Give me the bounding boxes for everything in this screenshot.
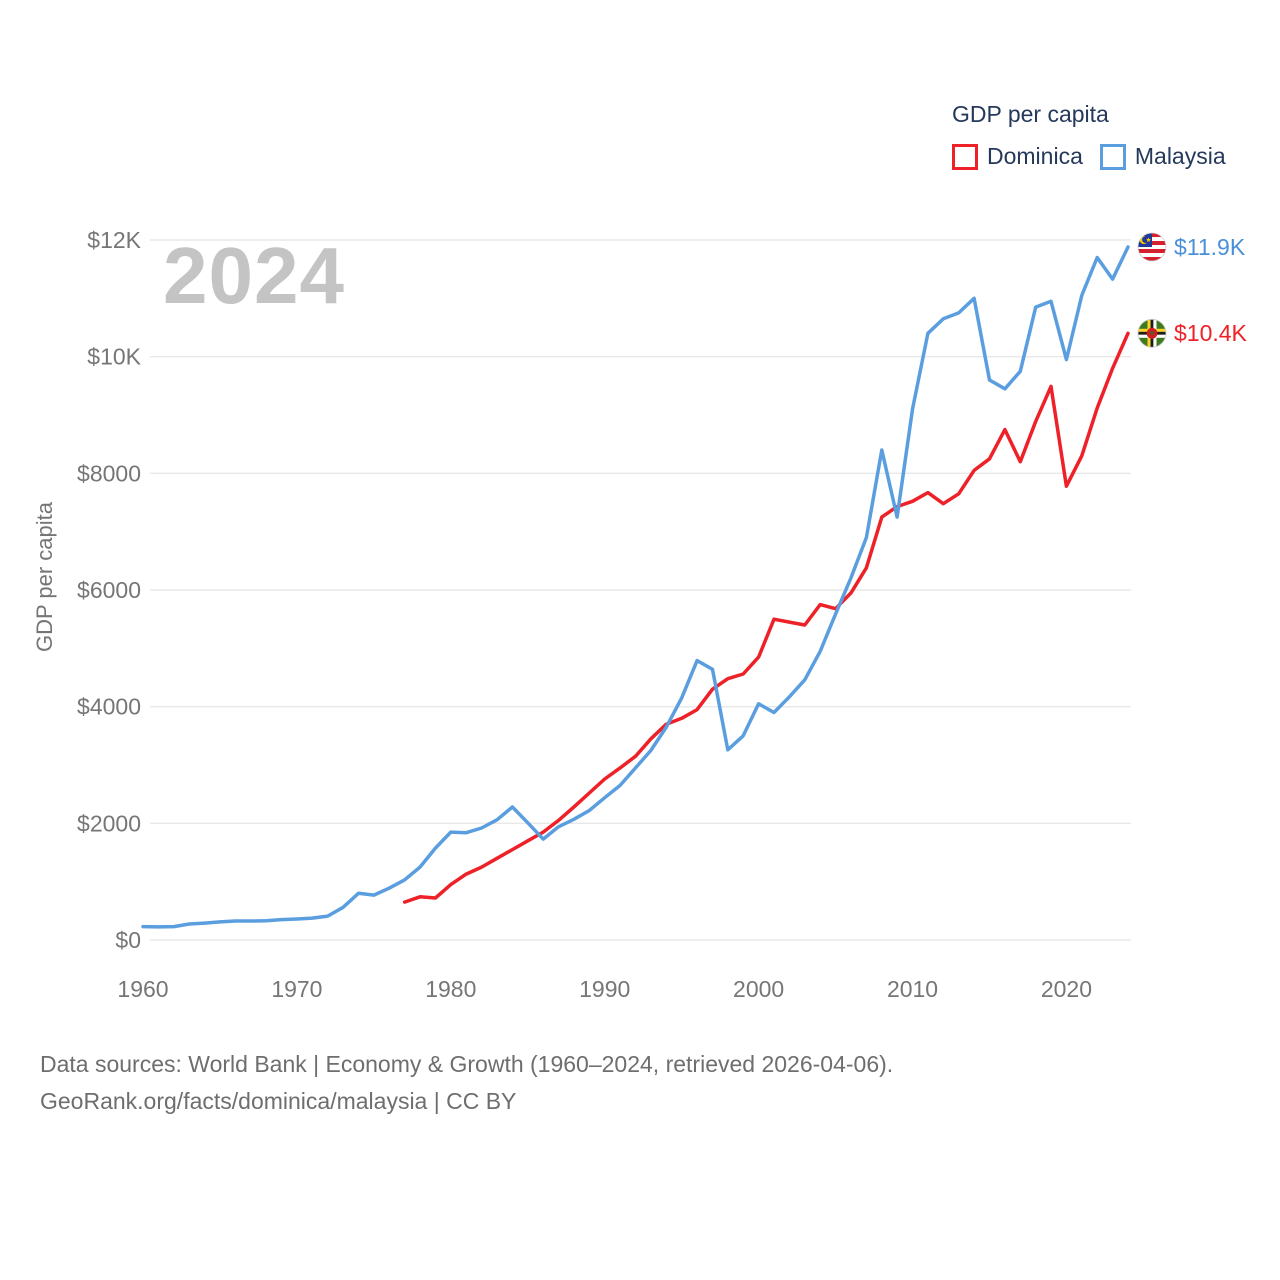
malaysia-swatch-icon (1099, 143, 1126, 170)
malaysia-end-value-label: $11.9K (1174, 234, 1246, 260)
y-axis-tick-label: $6000 (77, 577, 141, 603)
y-axis-tick-label: $10K (87, 344, 141, 370)
legend-item-dominica[interactable]: Dominica (952, 143, 1083, 170)
legend-item-malaysia[interactable]: Malaysia (1099, 143, 1226, 170)
x-axis-tick-label: 2000 (733, 976, 784, 1002)
dominica-swatch-icon (952, 143, 978, 170)
y-axis-tick-label: $0 (115, 927, 141, 953)
malaysia-flag-icon (1137, 232, 1167, 262)
series-layer (141, 245, 1130, 929)
x-axis-tick-label: 1980 (425, 976, 476, 1002)
y-axis-tick-label: $4000 (77, 694, 141, 720)
y-axis-tick-label: $8000 (77, 460, 141, 486)
axis-layer: $0 $2000 $4000 $6000 $8000 $10K $12K 1960 1970 19… (77, 227, 1092, 1002)
grid-layer (150, 239, 1131, 941)
x-axis-tick-label: 2020 (1041, 976, 1092, 1002)
legend-item-label: Dominica (987, 143, 1083, 169)
data-sources-attribution: Data sources: World Bank | Economy & Gro… (40, 1051, 894, 1077)
chart-legend: GDP per capita Dominica Malaysia (952, 101, 1226, 170)
malaysia-line (141, 245, 1130, 929)
legend-title: GDP per capita (952, 101, 1109, 127)
x-axis-tick-label: 1990 (579, 976, 630, 1002)
dominica-end-value-label: $10.4K (1174, 320, 1247, 346)
legend-item-label: Malaysia (1134, 143, 1226, 169)
year-watermark: 2024 (163, 231, 345, 320)
georank-attribution-link[interactable]: GeoRank.org/facts/dominica/malaysia | CC… (40, 1088, 517, 1114)
dominica-flag-icon (1137, 318, 1167, 348)
y-axis-tick-label: $2000 (77, 810, 141, 836)
dominica-line (402, 331, 1130, 904)
year-watermark-text: 2024 (163, 231, 345, 320)
legend-items: Dominica Malaysia (952, 143, 1226, 170)
x-axis-tick-label: 1970 (271, 976, 322, 1002)
x-axis-tick-label: 1960 (117, 976, 168, 1002)
y-axis-title: GDP per capita (32, 501, 57, 653)
x-axis-tick-label: 2010 (887, 976, 938, 1002)
y-axis-tick-label: $12K (87, 227, 141, 253)
